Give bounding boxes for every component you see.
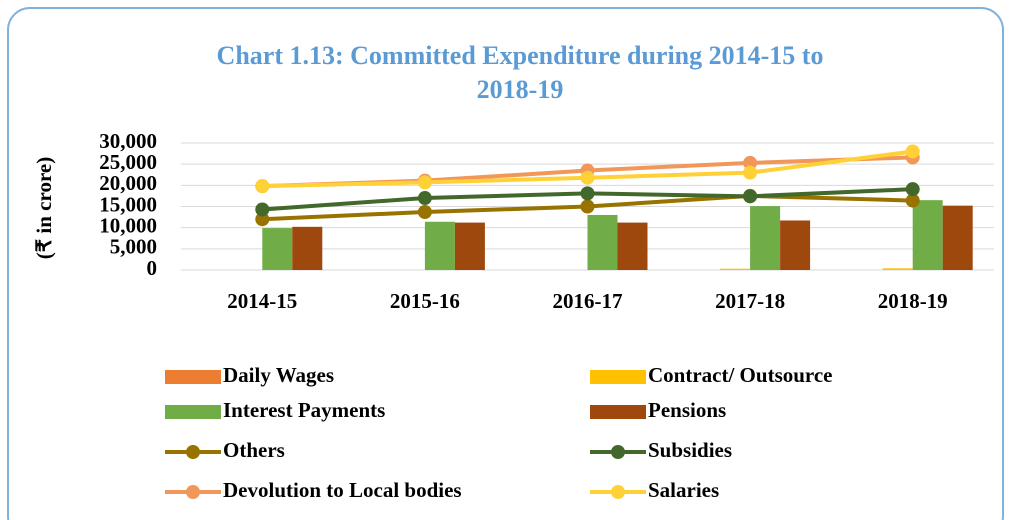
y-tick-label: 15,000 [99, 192, 157, 216]
bar [262, 228, 293, 270]
bar [780, 220, 811, 270]
marker [905, 182, 920, 197]
marker [580, 186, 595, 201]
marker [743, 155, 758, 170]
legend-label: Pensions [648, 398, 726, 422]
marker [743, 165, 758, 180]
legend-label: Subsidies [648, 438, 732, 462]
legend-swatch [165, 405, 221, 419]
bar [454, 222, 485, 270]
y-tick-label: 0 [147, 256, 158, 280]
marker [255, 212, 270, 227]
marker [417, 175, 432, 190]
bar [882, 268, 913, 270]
x-tick-label: 2016-17 [553, 289, 623, 313]
legend-swatch [186, 485, 200, 499]
bar [587, 214, 618, 270]
y-tick-label: 30,000 [99, 129, 157, 153]
y-tick-label: 10,000 [99, 213, 157, 237]
bar [720, 268, 751, 270]
y-tick-label: 20,000 [99, 171, 157, 195]
marker [255, 179, 270, 194]
bar [424, 221, 455, 270]
y-tick-label: 25,000 [99, 150, 157, 174]
x-tick-label: 2017-18 [715, 289, 785, 313]
legend-label: Devolution to Local bodies [223, 478, 462, 502]
marker [580, 199, 595, 214]
x-tick-label: 2014-15 [227, 289, 297, 313]
legend-label: Contract/ Outsource [648, 363, 833, 387]
legend-label: Interest Payments [223, 398, 385, 422]
legend-swatch [186, 445, 200, 459]
bar [750, 206, 781, 270]
marker [905, 193, 920, 208]
marker [417, 205, 432, 220]
legend-swatch [590, 405, 646, 419]
legend-label: Daily Wages [223, 363, 334, 387]
chart-title: Chart 1.13: Committed Expenditure during… [217, 41, 824, 70]
bar [912, 200, 943, 270]
bar [942, 205, 973, 270]
legend-label: Salaries [648, 478, 719, 502]
legend-swatch [165, 370, 221, 384]
y-axis-label: (₹ in crore) [32, 157, 56, 259]
marker [743, 189, 758, 204]
legend-label: Others [223, 438, 285, 462]
marker [255, 202, 270, 217]
bar [617, 222, 648, 270]
y-tick-label: 5,000 [110, 235, 157, 259]
legend-swatch [611, 485, 625, 499]
marker [905, 144, 920, 159]
x-tick-label: 2018-19 [878, 289, 948, 313]
marker [580, 170, 595, 185]
chart-title: 2018-19 [477, 75, 564, 104]
legend-swatch [590, 370, 646, 384]
marker [417, 191, 432, 206]
legend-swatch [611, 445, 625, 459]
chart-border [7, 7, 1004, 520]
bar [292, 226, 323, 270]
x-tick-label: 2015-16 [390, 289, 460, 313]
